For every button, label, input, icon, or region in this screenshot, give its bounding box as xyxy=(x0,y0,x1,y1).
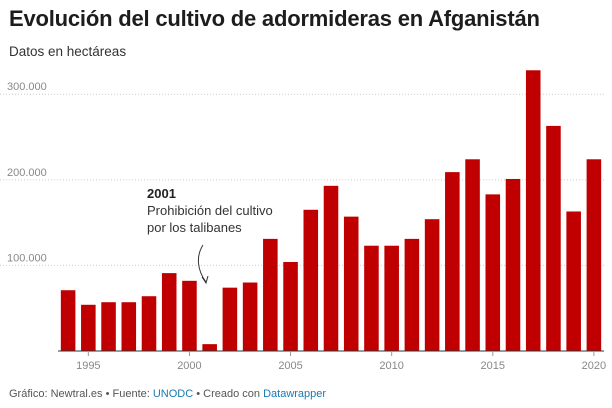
bar-2016[interactable] xyxy=(505,178,521,351)
annotation-line1: Prohibición del cultivo xyxy=(147,203,273,218)
bars xyxy=(60,70,602,351)
y-tick-label: 300.000 xyxy=(7,81,47,93)
datawrapper-link[interactable]: Datawrapper xyxy=(263,388,327,400)
chart-subtitle: Datos en hectáreas xyxy=(9,44,127,59)
bar-2002[interactable] xyxy=(222,287,238,351)
bar-1995[interactable] xyxy=(81,304,96,351)
y-tick-label: 200.000 xyxy=(7,167,47,179)
annotation-arrowhead xyxy=(201,275,209,285)
footer: Gráfico: Newtral.es • Fuente: UNODC • Cr… xyxy=(9,388,326,400)
bar-2003[interactable] xyxy=(242,282,258,351)
bar-2009[interactable] xyxy=(364,245,379,351)
footer-prefix: Gráfico: Newtral.es • Fuente: xyxy=(9,388,153,400)
bar-2012[interactable] xyxy=(424,219,440,351)
annotation-arrow xyxy=(198,244,207,283)
bar-2005[interactable] xyxy=(283,261,298,351)
bar-2006[interactable] xyxy=(303,209,319,351)
bar-2011[interactable] xyxy=(404,238,420,351)
bar-2017[interactable] xyxy=(525,70,541,351)
chart-title: Evolución del cultivo de adormideras en … xyxy=(9,6,540,31)
source-link[interactable]: UNODC xyxy=(152,388,194,400)
x-tick-label: 2010 xyxy=(379,360,403,372)
bar-2000[interactable] xyxy=(182,280,197,351)
annotation-year: 2001 xyxy=(147,186,176,201)
bar-2001[interactable] xyxy=(202,344,217,351)
annotation-line2: por los talibanes xyxy=(147,220,242,235)
footer-middle: • Creado con xyxy=(193,388,264,400)
bar-1997[interactable] xyxy=(121,302,137,351)
bar-2007[interactable] xyxy=(323,185,339,351)
bar-2014[interactable] xyxy=(465,159,480,351)
bar-1994[interactable] xyxy=(60,290,76,351)
y-tick-label: 100.000 xyxy=(7,252,47,264)
x-tick-label: 2005 xyxy=(278,360,302,372)
bar-2013[interactable] xyxy=(445,172,460,351)
bar-2004[interactable] xyxy=(263,238,278,351)
y-tick-labels: 100.000 200.000 300.000 xyxy=(7,81,47,264)
bar-2018[interactable] xyxy=(546,125,561,351)
bar-2020[interactable] xyxy=(586,159,602,351)
bar-2008[interactable] xyxy=(343,216,359,351)
bar-1999[interactable] xyxy=(161,273,177,351)
bar-1996[interactable] xyxy=(101,302,116,351)
bar-2015[interactable] xyxy=(485,194,501,351)
x-tick-label: 2000 xyxy=(177,360,201,372)
bar-2010[interactable] xyxy=(384,245,399,351)
x-ticks: 1995 2000 2005 2010 2015 2020 xyxy=(76,351,606,372)
bar-2019[interactable] xyxy=(566,211,581,351)
bar-1998[interactable] xyxy=(141,296,157,351)
x-tick-label: 1995 xyxy=(76,360,100,372)
x-tick-label: 2020 xyxy=(582,360,606,372)
x-tick-label: 2015 xyxy=(481,360,505,372)
